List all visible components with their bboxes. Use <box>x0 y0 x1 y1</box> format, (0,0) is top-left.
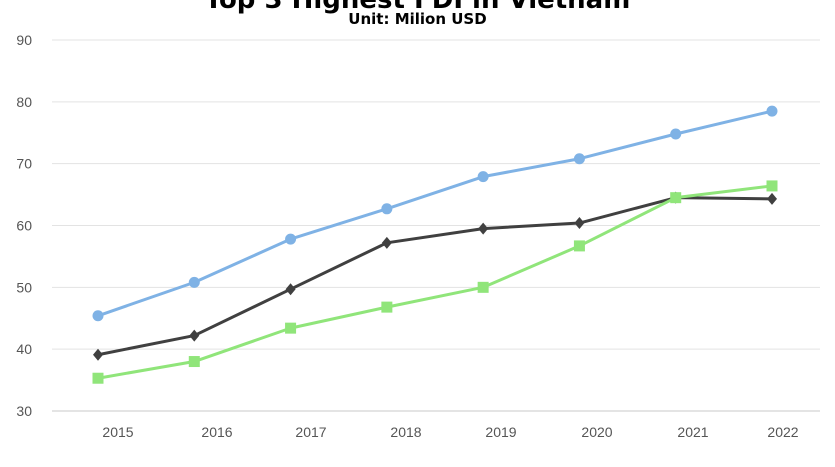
x-tick-label: 2015 <box>102 424 133 440</box>
data-point <box>573 240 585 252</box>
data-point <box>766 180 778 192</box>
chart-title: Top 3 Highest FDI in Vietnam <box>204 0 631 15</box>
y-tick-label: 50 <box>16 279 32 295</box>
series-3 <box>92 180 778 384</box>
data-point <box>381 236 392 249</box>
data-point <box>766 105 778 117</box>
series-line <box>97 196 773 357</box>
x-axis-ticks: 2015 2016 2017 2018 2019 2020 2021 2022 <box>102 424 798 440</box>
data-point <box>285 322 297 334</box>
chart-subtitle: Unit: Milion USD <box>348 10 487 28</box>
y-axis-ticks: 30 40 50 60 70 80 90 <box>16 32 32 419</box>
data-point <box>285 233 297 245</box>
y-tick-label: 80 <box>16 94 32 110</box>
x-tick-label: 2022 <box>767 424 798 440</box>
y-tick-label: 90 <box>16 32 32 48</box>
data-point <box>188 276 200 288</box>
data-point <box>381 301 393 313</box>
x-tick-label: 2017 <box>295 424 326 440</box>
data-point <box>574 217 585 230</box>
series-line <box>97 109 773 318</box>
x-tick-label: 2020 <box>581 424 612 440</box>
data-point <box>285 283 296 296</box>
series-group <box>92 105 778 384</box>
y-tick-label: 40 <box>16 341 32 357</box>
x-tick-label: 2016 <box>201 424 232 440</box>
y-tick-label: 70 <box>16 156 32 172</box>
series-1 <box>92 105 778 322</box>
grid-lines <box>52 39 820 412</box>
x-tick-label: 2019 <box>485 424 516 440</box>
data-point <box>188 356 200 368</box>
data-point <box>573 153 585 165</box>
series-line <box>97 184 773 380</box>
y-tick-label: 30 <box>16 403 32 419</box>
data-point <box>477 171 489 183</box>
data-point <box>670 128 682 140</box>
x-tick-label: 2018 <box>390 424 421 440</box>
data-point <box>670 192 682 204</box>
data-point <box>478 222 489 235</box>
data-point <box>93 348 103 361</box>
y-tick-label: 60 <box>16 218 32 234</box>
data-point <box>189 329 200 342</box>
series-2 <box>93 191 777 361</box>
x-tick-label: 2021 <box>677 424 708 440</box>
data-point <box>477 281 489 293</box>
data-point <box>92 372 104 384</box>
data-point <box>92 310 104 322</box>
data-point <box>767 192 777 205</box>
data-point <box>381 203 393 215</box>
